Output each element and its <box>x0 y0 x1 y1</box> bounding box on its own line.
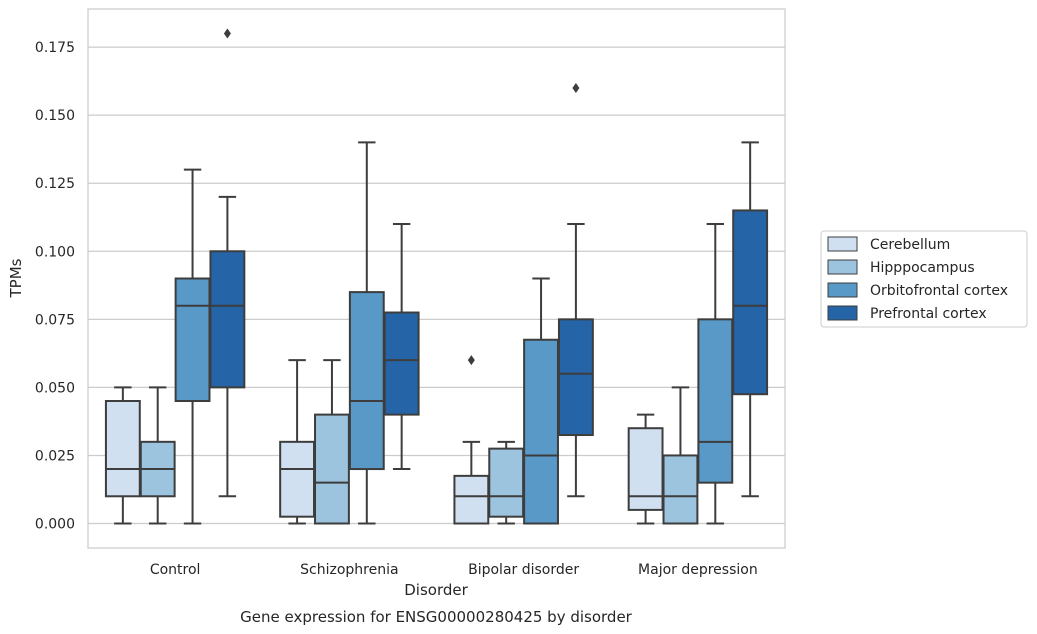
y-tick-label: 0.150 <box>35 108 75 124</box>
x-tick-labels: Control Schizophrenia Bipolar disorder Majo… <box>150 562 758 578</box>
box-3-1 <box>662 386 699 525</box>
box-iqr <box>174 277 211 402</box>
box-1-3 <box>383 223 420 471</box>
y-tick-label: 0.125 <box>35 176 75 192</box>
plot-frame <box>87 8 786 549</box>
legend-label: Orbitofrontal cortex <box>870 283 1008 299</box>
box-1-2 <box>348 141 385 525</box>
box-iqr <box>383 311 420 416</box>
y-tick-labels: 0.000 0.025 0.050 0.075 0.100 0.125 0.150 0.175 <box>35 40 75 532</box>
x-tick-label: Bipolar disorder <box>468 562 579 578</box>
legend: Cerebellum Hipppocampus Orbitofrontal cort… <box>820 230 1028 328</box>
y-tick-label: 0.175 <box>35 40 75 56</box>
y-tick-label: 0.000 <box>35 517 75 533</box>
legend-label: Hipppocampus <box>870 260 975 276</box>
y-tick-label: 0.050 <box>35 380 75 396</box>
box-3-0 <box>627 413 664 525</box>
box-0-2 <box>174 168 211 525</box>
box-1-1 <box>314 359 350 525</box>
legend-swatch <box>827 305 858 321</box>
figure-caption: Gene expression for ENSG00000280425 by d… <box>240 608 633 626</box>
outlier-point <box>572 82 580 93</box>
legend-frame <box>820 230 1028 328</box>
box-3-3 <box>732 141 769 498</box>
box-0-1 <box>139 386 176 525</box>
box-iqr <box>314 413 350 525</box>
y-tick-label: 0.025 <box>35 448 75 464</box>
legend-label: Prefrontal cortex <box>870 306 987 322</box>
box-0-0 <box>104 386 141 525</box>
box-iqr <box>348 291 385 471</box>
box-iqr <box>488 447 525 518</box>
x-axis-label: Disorder <box>404 581 468 599</box>
box-iqr <box>662 454 699 525</box>
box-iqr <box>557 318 594 437</box>
outlier-point <box>467 355 475 366</box>
box-iqr <box>279 440 316 518</box>
legend-swatch <box>827 236 858 252</box>
x-tick-label: Schizophrenia <box>300 562 398 578</box>
box-iqr <box>523 338 559 525</box>
box-1-0 <box>279 359 316 525</box>
box-2-1 <box>488 440 525 525</box>
box-iqr <box>627 427 664 511</box>
box-iqr <box>209 250 246 389</box>
box-iqr <box>697 318 734 484</box>
x-tick-label: Control <box>150 562 201 578</box>
y-tick-label: 0.075 <box>35 312 75 328</box>
legend-swatch <box>827 259 858 275</box>
box-iqr <box>453 474 490 525</box>
legend-swatch <box>827 282 858 298</box>
legend-label: Cerebellum <box>870 237 950 253</box>
box-2-0 <box>453 355 490 525</box>
box-0-3 <box>209 28 246 498</box>
x-tick-label: Major depression <box>638 562 758 578</box>
box-2-2 <box>523 277 559 525</box>
box-iqr <box>104 400 141 498</box>
outlier-point <box>223 28 231 39</box>
y-axis-label: TPMs <box>7 258 25 298</box>
box-iqr <box>732 209 769 396</box>
box-2-3 <box>557 82 594 498</box>
y-tick-label: 0.100 <box>35 244 75 260</box>
box-3-2 <box>697 223 734 525</box>
boxes <box>104 28 769 525</box>
